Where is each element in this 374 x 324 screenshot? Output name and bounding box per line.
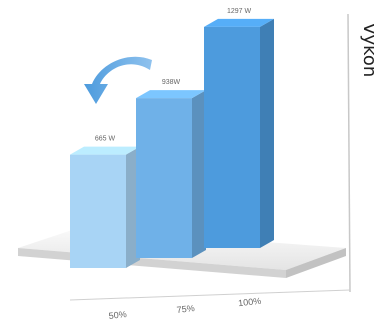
bar-75%	[136, 90, 206, 258]
bar-50%	[70, 146, 140, 268]
x-axis-line	[69, 289, 351, 301]
bar-value-label: 1297 W	[227, 8, 252, 15]
bar-value-label: 938W	[162, 79, 181, 86]
bar-side-face	[260, 18, 274, 249]
y-axis-label: Výkon	[359, 23, 374, 78]
bar-value-label: 665 W	[95, 136, 116, 143]
y-axis-line	[347, 13, 351, 293]
bar-front-face	[136, 98, 192, 258]
bar-side-face	[192, 90, 206, 258]
bars-group: 665 W 938W 1297 W	[70, 8, 274, 268]
bar-top-face	[136, 90, 206, 99]
curved-arrow-icon	[84, 56, 152, 104]
x-tick-labels: 50% 75% 100%	[69, 289, 351, 321]
x-tick-label: 50%	[108, 309, 127, 321]
bar-front-face	[204, 26, 260, 249]
chart-floor-side	[286, 248, 346, 278]
bar-100%	[204, 18, 274, 249]
x-tick-label: 100%	[238, 296, 262, 308]
bar-front-face	[70, 154, 126, 268]
x-tick-label: 75%	[176, 303, 195, 315]
bar-top-face	[204, 18, 274, 27]
bar-top-face	[70, 146, 140, 155]
